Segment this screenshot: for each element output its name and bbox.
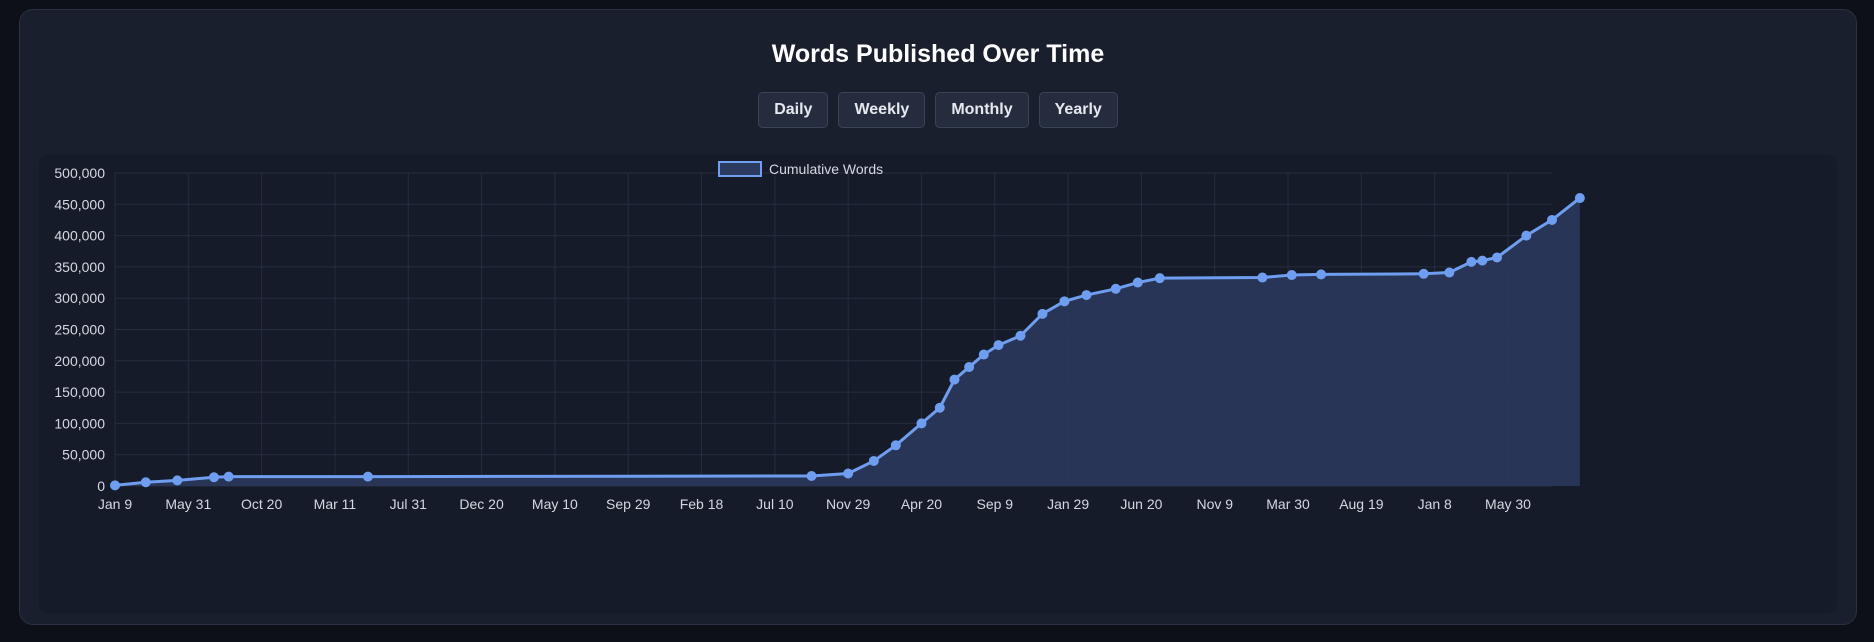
- data-point: [223, 471, 234, 482]
- data-point: [1059, 296, 1070, 307]
- y-tick-label: 500,000: [54, 165, 105, 181]
- y-tick-label: 200,000: [54, 353, 105, 369]
- y-tick-label: 400,000: [54, 228, 105, 244]
- data-point: [362, 471, 373, 482]
- data-point: [1154, 273, 1165, 284]
- data-point: [1466, 256, 1477, 267]
- x-tick-label: Feb 18: [680, 496, 724, 512]
- x-tick-label: May 10: [532, 496, 578, 512]
- data-point: [1015, 330, 1026, 341]
- data-point: [1477, 255, 1488, 266]
- data-point: [1132, 277, 1143, 288]
- x-tick-label: Mar 30: [1266, 496, 1310, 512]
- x-tick-label: Mar 11: [314, 496, 357, 512]
- data-point: [916, 418, 927, 429]
- data-point: [806, 470, 817, 481]
- chart-area: 0 50,000 100,000 150,000 200,000 250,000 300,0…: [39, 155, 1837, 613]
- legend-label: Cumulative Words: [769, 161, 883, 177]
- x-tick-label: Sep 29: [606, 496, 651, 512]
- legend-swatch: [718, 161, 762, 177]
- chart-card: Words Published Over Time Daily Weekly M…: [19, 9, 1857, 625]
- data-point: [843, 468, 854, 479]
- data-point: [1547, 214, 1557, 225]
- data-point: [964, 362, 975, 373]
- data-point: [1444, 267, 1455, 278]
- y-tick-label: 100,000: [54, 415, 105, 431]
- monthly-button[interactable]: Monthly: [935, 92, 1029, 128]
- data-point: [993, 340, 1004, 351]
- chart-title: Words Published Over Time: [771, 40, 1105, 68]
- y-tick-label: 150,000: [54, 384, 105, 400]
- data-point: [1418, 268, 1429, 279]
- x-tick-label: Sep 9: [976, 496, 1013, 512]
- data-point: [890, 440, 901, 451]
- x-tick-label: Nov 9: [1196, 496, 1233, 512]
- data-point: [1110, 283, 1121, 294]
- x-tick-label: Jun 20: [1120, 496, 1162, 512]
- y-tick-label: 450,000: [54, 196, 105, 212]
- x-tick-label: Apr 20: [901, 496, 942, 512]
- x-tick-label: May 30: [1485, 496, 1531, 512]
- weekly-button[interactable]: Weekly: [838, 92, 926, 128]
- data-point: [208, 472, 219, 483]
- data-point: [1492, 252, 1503, 263]
- x-tick-label: Jan 8: [1418, 496, 1452, 512]
- data-point: [1316, 269, 1327, 280]
- data-point: [110, 480, 120, 491]
- cumulative-words-chart: 0 50,000 100,000 150,000 200,000 250,000 300,0…: [54, 161, 1585, 512]
- data-point: [1521, 230, 1532, 241]
- data-point: [949, 374, 960, 385]
- data-point: [1081, 290, 1092, 301]
- y-tick-label: 50,000: [62, 447, 105, 463]
- y-tick-label: 350,000: [54, 259, 105, 275]
- daily-button[interactable]: Daily: [758, 92, 829, 128]
- data-point: [1037, 308, 1048, 319]
- y-tick-label: 250,000: [54, 322, 105, 338]
- x-tick-label: Dec 20: [459, 496, 504, 512]
- x-tick-label: Jan 9: [98, 496, 132, 512]
- data-point: [1574, 193, 1585, 204]
- interval-button-group: Daily Weekly Monthly Yearly: [20, 92, 1856, 128]
- data-point: [172, 475, 183, 486]
- data-point: [140, 477, 151, 488]
- y-tick-label: 300,000: [54, 290, 105, 306]
- yearly-button[interactable]: Yearly: [1038, 92, 1118, 128]
- x-tick-label: Nov 29: [826, 496, 871, 512]
- y-tick-label: 0: [97, 478, 105, 494]
- x-tick-label: May 31: [165, 496, 211, 512]
- area-fill: [115, 198, 1580, 486]
- data-point: [868, 455, 879, 466]
- data-point: [1257, 272, 1268, 283]
- data-point: [978, 349, 989, 360]
- x-tick-label: Jan 29: [1047, 496, 1089, 512]
- x-tick-label: Jul 31: [390, 496, 428, 512]
- x-tick-label: Oct 20: [241, 496, 282, 512]
- x-tick-label: Jul 10: [756, 496, 794, 512]
- x-tick-label: Aug 19: [1339, 496, 1384, 512]
- data-point: [934, 402, 945, 413]
- data-point: [1286, 270, 1297, 281]
- series-line: [114, 196, 1581, 487]
